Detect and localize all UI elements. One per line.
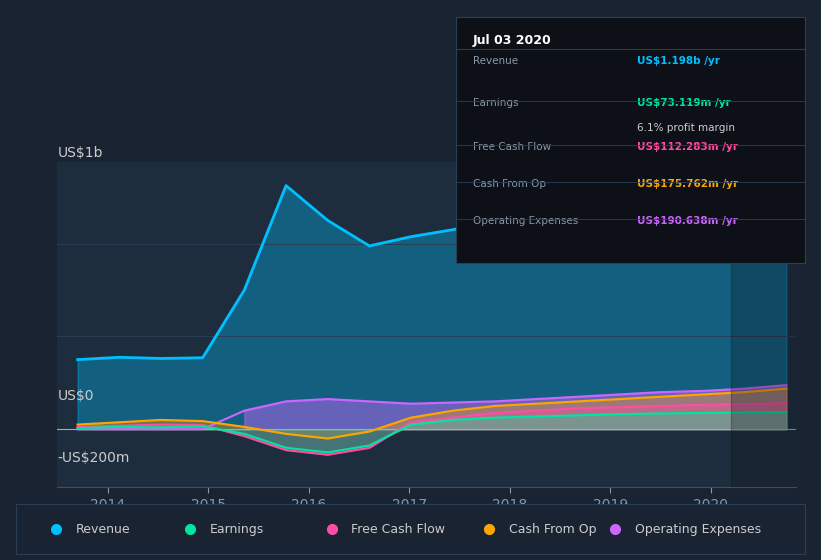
Text: Jul 03 2020: Jul 03 2020 (473, 34, 552, 47)
Text: US$112.283m /yr: US$112.283m /yr (637, 142, 738, 152)
Text: Revenue: Revenue (473, 56, 518, 66)
Text: US$73.119m /yr: US$73.119m /yr (637, 98, 731, 108)
Text: Operating Expenses: Operating Expenses (635, 522, 761, 536)
Text: US$1b: US$1b (57, 146, 103, 160)
Text: Cash From Op: Cash From Op (473, 179, 546, 189)
Text: Cash From Op: Cash From Op (509, 522, 597, 536)
Text: US$0: US$0 (57, 389, 94, 403)
Text: US$1.198b /yr: US$1.198b /yr (637, 56, 720, 66)
Text: Free Cash Flow: Free Cash Flow (473, 142, 551, 152)
Text: Earnings: Earnings (473, 98, 519, 108)
Text: Free Cash Flow: Free Cash Flow (351, 522, 445, 536)
Text: US$175.762m /yr: US$175.762m /yr (637, 179, 738, 189)
Text: Operating Expenses: Operating Expenses (473, 216, 578, 226)
Text: -US$200m: -US$200m (57, 451, 130, 465)
Text: Earnings: Earnings (209, 522, 264, 536)
Bar (731, 162, 796, 487)
Text: Revenue: Revenue (76, 522, 131, 536)
Text: 6.1% profit margin: 6.1% profit margin (637, 123, 735, 133)
Text: US$190.638m /yr: US$190.638m /yr (637, 216, 738, 226)
